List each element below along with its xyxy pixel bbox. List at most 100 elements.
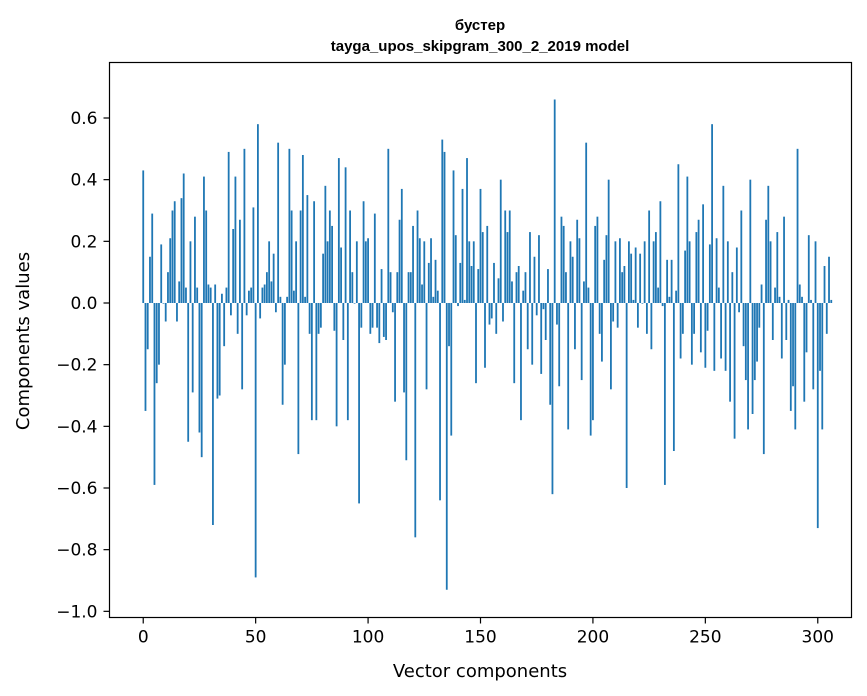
bar [677,164,680,303]
bar [785,303,788,340]
bar [628,241,630,303]
bar [151,213,154,303]
bar [814,241,817,303]
bar [553,99,556,303]
bar [583,281,585,303]
bar [693,303,696,334]
bar [221,293,223,303]
bar [272,253,275,303]
bar [146,303,149,350]
bar [506,232,509,303]
bar [286,296,289,303]
bar [535,303,538,316]
bar [769,241,772,303]
bar [308,303,311,334]
bar [439,303,441,501]
bar [641,303,644,304]
y-tick-label: 0.0 [70,294,97,314]
bar [371,303,374,328]
bar [144,303,147,411]
bar [477,269,480,303]
bar [214,284,217,303]
bar [650,303,653,350]
bar [394,303,396,402]
bar [351,272,354,303]
bar [742,303,745,347]
bar [277,142,280,303]
bar [774,287,776,303]
bar [531,303,534,365]
y-tick-label: 0.2 [70,232,97,252]
bar [547,269,549,303]
bar [690,303,693,365]
bar [445,303,448,590]
y-tick-label: −0.6 [56,479,97,499]
bar [346,303,349,421]
bar [605,235,608,303]
x-axis-label: Vector components [393,661,567,682]
bar [663,303,666,485]
bar [648,210,651,303]
bar [549,303,552,405]
bar [185,287,187,303]
bar [504,210,507,303]
bar [360,303,363,328]
x-tick-label: 250 [689,628,721,648]
bar [601,303,603,362]
bar [373,213,376,303]
bar [697,219,700,303]
bar [376,303,378,328]
bar [666,259,669,303]
bar [740,210,743,303]
bar [279,296,282,303]
bar [443,151,446,303]
bar [412,225,414,303]
bar [520,303,522,421]
bar [378,303,381,344]
bar [751,303,754,414]
bar [427,262,430,303]
bar [158,303,160,365]
bar [726,241,729,303]
bar [250,287,253,303]
bar [230,303,232,316]
bar [472,241,475,303]
bar [497,278,500,303]
bar [695,232,698,303]
bar [274,303,277,313]
bar [254,303,257,578]
bar [173,201,176,303]
bar [780,303,783,359]
bar [643,241,646,303]
bar [522,290,525,303]
bar [776,232,779,303]
bar [313,201,316,303]
bar [562,225,565,303]
bar [661,303,664,307]
bar [731,272,734,303]
bar [358,303,360,504]
bar [171,210,174,303]
bar [398,219,401,303]
bar [452,170,455,303]
bar [787,299,790,303]
bar [169,238,172,303]
bar [735,247,738,303]
bar [560,216,563,303]
bar [355,241,358,303]
bar [425,303,428,390]
bar [322,253,325,303]
y-tick-label: −0.8 [56,541,97,561]
bar [239,219,241,303]
bar [367,238,369,303]
bar [668,296,671,303]
bar [792,303,794,387]
bar [196,287,199,303]
bar [248,290,250,303]
bar [290,210,293,303]
bar [753,303,756,381]
bar [167,272,169,303]
bar [259,303,262,319]
bar [819,303,821,371]
bar [353,303,356,304]
